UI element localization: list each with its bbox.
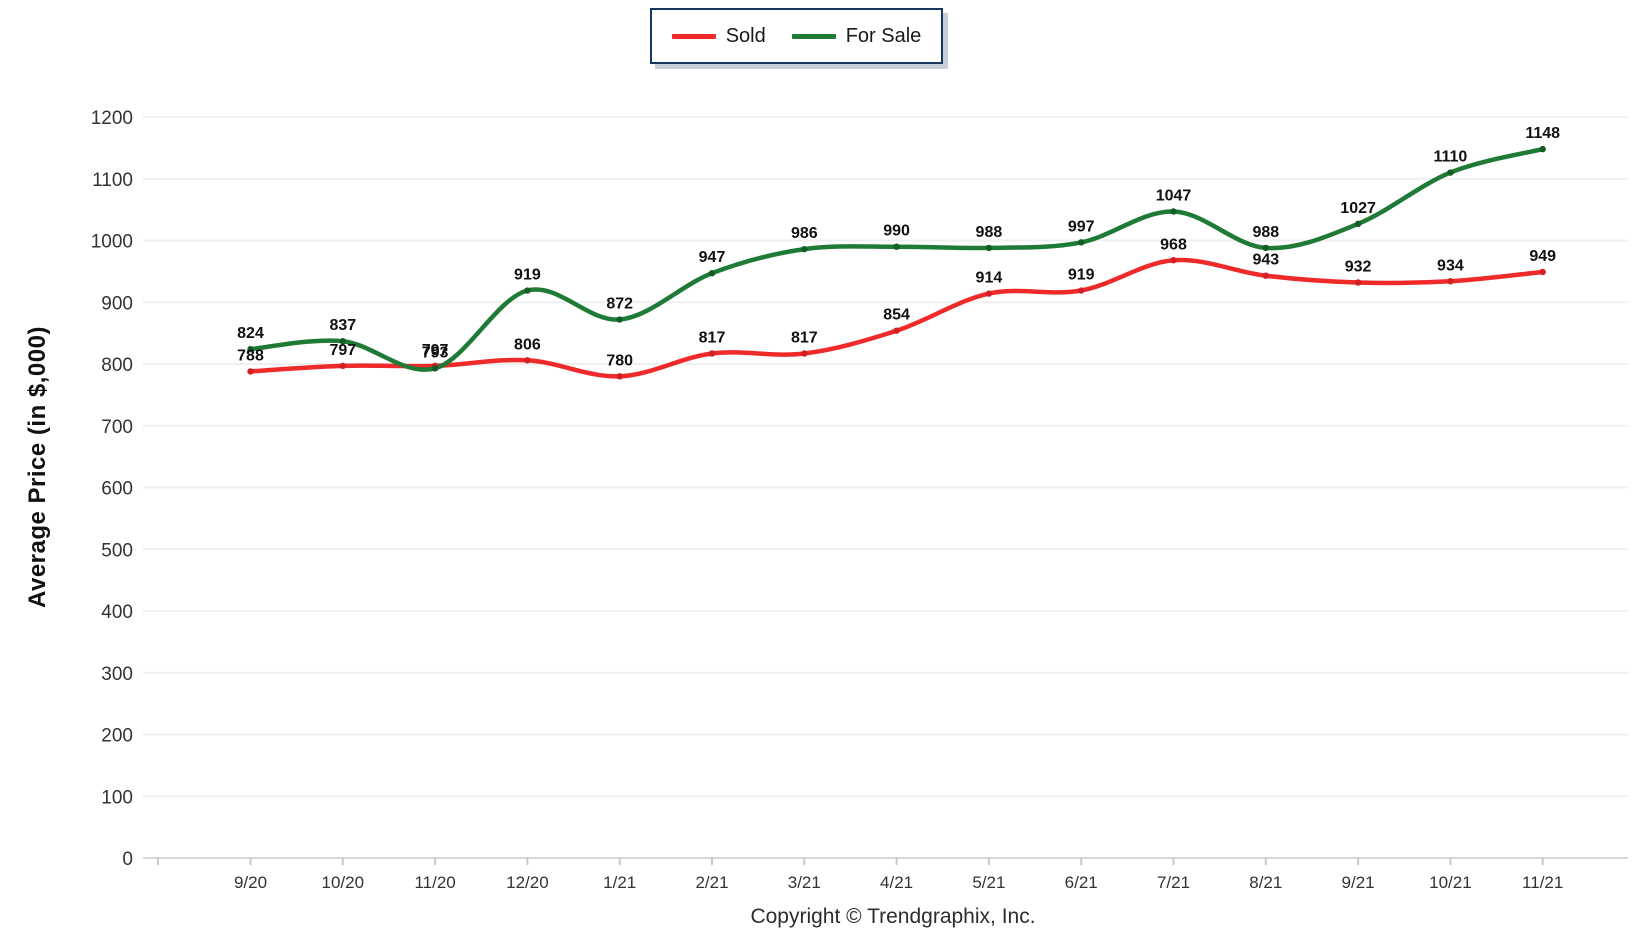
data-label-sold: 934 <box>1437 257 1464 274</box>
data-label-sold: 914 <box>976 270 1003 287</box>
y-tick-label: 400 <box>101 602 133 623</box>
data-point-for-sale <box>1354 220 1362 228</box>
data-label-for-sale: 1047 <box>1156 187 1192 204</box>
data-point-sold <box>524 357 531 364</box>
x-tick-label: 9/21 <box>1342 873 1375 892</box>
data-label-sold: 797 <box>422 342 449 359</box>
x-tick-label: 5/21 <box>972 873 1005 892</box>
data-label-for-sale: 997 <box>1068 218 1095 235</box>
data-point-for-sale <box>1170 208 1177 215</box>
data-label-sold: 817 <box>791 330 818 347</box>
x-tick-label: 7/21 <box>1157 873 1190 892</box>
data-point-for-sale <box>616 316 623 323</box>
x-tick-label: 12/20 <box>506 873 549 892</box>
data-label-for-sale: 1148 <box>1525 125 1560 142</box>
copyright-text: Copyright © Trendgraphix, Inc. <box>750 905 1036 928</box>
data-point-for-sale <box>893 243 900 250</box>
x-tick-label: 10/21 <box>1429 873 1472 892</box>
data-point-sold <box>801 350 808 357</box>
x-tick-label: 9/20 <box>234 873 267 892</box>
data-point-sold <box>616 373 623 380</box>
data-label-sold: 780 <box>606 352 633 369</box>
y-tick-label: 300 <box>101 664 133 685</box>
data-label-for-sale: 793 <box>422 344 449 361</box>
sold-line-swatch <box>671 33 716 39</box>
legend-item-sold: Sold <box>671 24 766 48</box>
y-tick-label: 800 <box>101 355 133 376</box>
legend-label-sold: Sold <box>725 24 766 47</box>
data-label-sold: 919 <box>1068 267 1095 284</box>
x-tick-label: 3/21 <box>788 873 821 892</box>
y-tick-label: 100 <box>101 787 133 808</box>
for-sale-line-swatch <box>791 33 836 39</box>
data-label-sold: 949 <box>1529 248 1556 265</box>
y-tick-label: 1200 <box>91 108 133 129</box>
x-tick-label: 2/21 <box>695 873 728 892</box>
data-point-sold <box>1262 272 1270 279</box>
data-label-for-sale: 986 <box>791 225 818 242</box>
legend: Sold For Sale <box>650 8 943 64</box>
data-point-sold <box>708 350 716 357</box>
data-point-for-sale <box>985 244 993 252</box>
data-label-sold: 968 <box>1160 236 1187 253</box>
data-point-for-sale <box>1539 145 1546 153</box>
y-tick-label: 200 <box>101 726 133 747</box>
x-tick-label: 6/21 <box>1065 873 1098 892</box>
data-point-for-sale <box>247 345 254 353</box>
data-point-for-sale <box>1262 244 1270 252</box>
data-point-sold <box>893 327 900 334</box>
x-tick-label: 10/20 <box>322 873 365 892</box>
data-label-for-sale: 1027 <box>1340 200 1376 217</box>
data-label-for-sale: 990 <box>883 223 910 240</box>
y-tick-label: 1100 <box>92 170 133 191</box>
legend-label-for-sale: For Sale <box>845 24 922 47</box>
data-point-for-sale <box>339 337 346 345</box>
data-point-sold <box>1447 278 1454 285</box>
x-tick-label: 11/20 <box>414 873 455 892</box>
x-tick-label: 11/21 <box>1522 873 1563 892</box>
data-point-sold <box>985 290 993 297</box>
y-tick-label: 900 <box>101 293 133 314</box>
data-point-sold <box>1170 257 1177 264</box>
y-tick-label: 500 <box>101 540 133 561</box>
data-label-sold: 788 <box>237 347 264 364</box>
data-point-sold <box>1078 287 1085 294</box>
data-point-sold <box>339 362 346 370</box>
data-label-for-sale: 837 <box>329 317 356 334</box>
data-point-for-sale <box>1447 169 1454 176</box>
data-point-for-sale <box>708 270 716 277</box>
data-label-for-sale: 872 <box>606 296 633 313</box>
data-label-sold: 943 <box>1252 252 1279 269</box>
legend-item-for-sale: For Sale <box>791 24 922 48</box>
data-label-for-sale: 988 <box>976 224 1003 241</box>
data-point-for-sale <box>431 365 439 372</box>
data-point-for-sale <box>1078 239 1085 246</box>
data-label-for-sale: 988 <box>1252 224 1279 241</box>
data-point-sold <box>247 368 254 375</box>
data-label-for-sale: 919 <box>514 267 541 284</box>
data-label-for-sale: 947 <box>699 249 726 266</box>
x-tick-label: 1/21 <box>603 873 636 892</box>
data-label-sold: 797 <box>329 342 356 359</box>
data-point-for-sale <box>801 245 808 253</box>
y-tick-label: 700 <box>101 417 133 438</box>
y-tick-label: 600 <box>101 479 133 500</box>
data-point-sold <box>1354 279 1362 286</box>
data-label-sold: 854 <box>883 307 910 324</box>
data-label-sold: 806 <box>514 336 541 353</box>
x-tick-label: 4/21 <box>880 873 913 892</box>
y-tick-label: 1000 <box>91 232 133 253</box>
data-label-sold: 817 <box>699 330 726 347</box>
data-label-for-sale: 824 <box>237 325 264 342</box>
data-label-sold: 932 <box>1345 258 1372 275</box>
y-tick-label: 0 <box>122 849 133 870</box>
data-point-for-sale <box>524 287 531 294</box>
x-tick-label: 8/21 <box>1249 873 1282 892</box>
data-point-sold <box>1539 268 1546 276</box>
data-label-for-sale: 1110 <box>1433 149 1467 166</box>
